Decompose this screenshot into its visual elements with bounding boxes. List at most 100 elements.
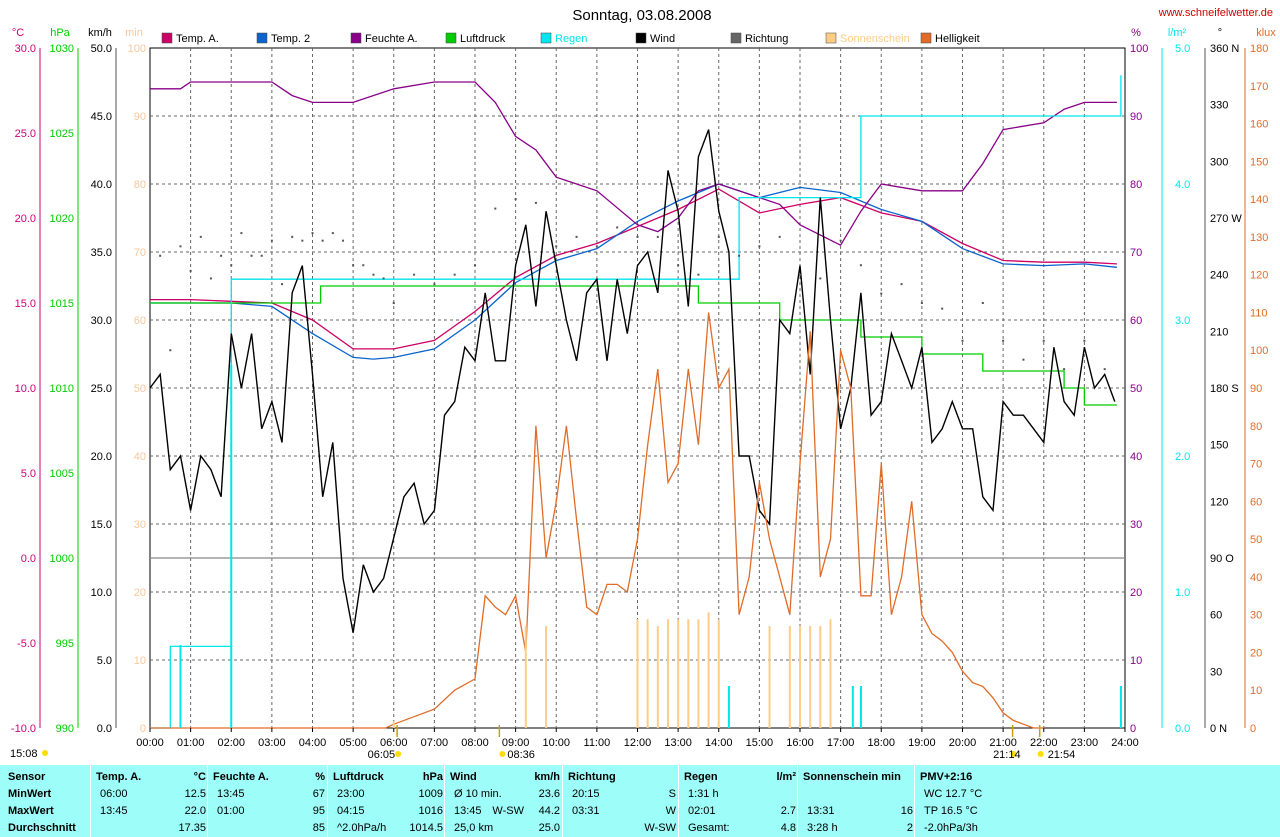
- stats-time: Gesamt:: [688, 822, 730, 834]
- column-separator: [562, 765, 563, 837]
- direction-point: [321, 239, 324, 242]
- stats-unit: °C: [193, 771, 206, 783]
- tick-label-lux: 50: [1250, 534, 1262, 546]
- tick-label-sun: 30: [134, 519, 146, 531]
- axis-unit-hum: %: [1131, 27, 1141, 39]
- x-tick-label: 06:00: [380, 737, 408, 749]
- tick-label-temp: -10.0: [11, 723, 36, 735]
- x-tick-label: 23:00: [1071, 737, 1099, 749]
- stats-time: 03:31: [572, 805, 600, 817]
- x-tick-label: 01:00: [177, 737, 205, 749]
- stats-value: 12.5: [184, 788, 206, 800]
- tick-label-dir: 120: [1210, 496, 1228, 508]
- stats-time: 25,0 km: [454, 822, 494, 834]
- tick-label-dir: 240: [1210, 270, 1228, 282]
- direction-point: [1042, 339, 1045, 342]
- stats-time: TP 16.5 °C: [924, 805, 978, 817]
- tick-label-temp: -5.0: [17, 638, 36, 650]
- legend-swatch: [635, 32, 647, 44]
- stats-row: Durchschnitt: [8, 820, 88, 837]
- stats-row: WC 12.7 °C: [920, 786, 1030, 803]
- x-tick-label: 13:00: [664, 737, 692, 749]
- direction-point: [189, 269, 192, 272]
- stats-header: Sonnenschein min: [803, 771, 901, 783]
- x-tick-label: 05:00: [339, 737, 367, 749]
- stats-unit: %: [315, 771, 325, 783]
- stats-time: 04:15: [337, 805, 365, 817]
- column-separator: [207, 765, 208, 837]
- stats-row: 06:00 12.5: [96, 786, 206, 803]
- stats-time: 1:31 h: [688, 788, 719, 800]
- tick-label-wind: 15.0: [91, 519, 112, 531]
- stats-row: 13:45 67: [213, 786, 325, 803]
- tick-label-wind: 5.0: [97, 655, 112, 667]
- tick-label-temp: 10.0: [15, 383, 36, 395]
- x-tick-label: 24:00: [1111, 737, 1139, 749]
- tick-label-lux: 170: [1250, 81, 1268, 93]
- chart-legend: Temp. A. Temp. 2 Feuchte A. Luftdruck Regen W…: [161, 32, 980, 45]
- tick-label-temp: 5.0: [21, 468, 36, 480]
- legend-label: Feuchte A.: [365, 33, 418, 45]
- stats-time: ^2.0hPa/h: [337, 822, 387, 834]
- tick-label-lux: 130: [1250, 232, 1268, 244]
- direction-point: [433, 283, 436, 286]
- tick-label-temp: 30.0: [15, 43, 36, 55]
- stats-time: 13:31: [807, 805, 835, 817]
- direction-point: [555, 245, 558, 248]
- series-line-regen: [150, 75, 1122, 729]
- tick-label-lux: 100: [1250, 345, 1268, 357]
- x-tick-label: 19:00: [908, 737, 936, 749]
- stats-row: 04:15 1016: [333, 803, 443, 820]
- axis-unit-temp: °C: [12, 27, 24, 39]
- stats-header-row: Richtung: [568, 769, 676, 786]
- stats-value: 1016: [418, 805, 443, 817]
- stats-header-row: Luftdruck hPa: [333, 769, 443, 786]
- tick-label-rain: 5.0: [1175, 43, 1190, 55]
- stats-time: Ø 10 min.: [454, 788, 502, 800]
- direction-point: [920, 302, 923, 304]
- legend-swatch: [825, 32, 837, 44]
- legend-swatch: [730, 32, 742, 44]
- legend-label: Sonnenschein: [840, 33, 910, 45]
- tick-label-rain: 0.0: [1175, 723, 1190, 735]
- direction-point: [859, 264, 862, 267]
- tick-label-dir: 270 W: [1210, 213, 1242, 225]
- tick-label-lux: 80: [1250, 421, 1262, 433]
- x-tick-label: 20:00: [949, 737, 977, 749]
- stats-row: 03:31 W: [568, 803, 676, 820]
- stats-time: 13:45: [217, 788, 245, 800]
- stats-value: 23.6: [538, 788, 560, 800]
- weather-chart: Sonntag, 03.08.2008 www.schneifelwetter.…: [10, 7, 1276, 761]
- direction-point: [1083, 339, 1086, 342]
- direction-point: [981, 302, 984, 304]
- stats-row-label: Durchschnitt: [8, 822, 76, 834]
- tick-label-press: 990: [56, 723, 74, 735]
- tick-label-hum: 70: [1130, 247, 1142, 259]
- stats-time: 13:45: [100, 805, 128, 817]
- legend-swatch: [540, 32, 552, 44]
- tick-label-dir: 0 N: [1210, 723, 1227, 735]
- direction-point: [636, 235, 639, 238]
- tick-label-sun: 50: [134, 383, 146, 395]
- tick-label-hum: 80: [1130, 179, 1142, 191]
- sun-icon: [1010, 751, 1017, 757]
- stats-time: 01:00: [217, 805, 245, 817]
- direction-point: [474, 264, 476, 267]
- direction-point: [341, 239, 344, 242]
- direction-point: [301, 239, 304, 242]
- direction-point: [758, 245, 761, 248]
- direction-point: [260, 254, 263, 257]
- direction-point: [159, 254, 162, 257]
- x-tick-label: 18:00: [867, 737, 895, 749]
- stats-value: 85: [312, 822, 325, 834]
- tick-label-hum: 90: [1130, 111, 1142, 123]
- tick-label-hum: 20: [1130, 587, 1142, 599]
- tick-label-sun: 90: [134, 111, 146, 123]
- stats-column-luftdruck: Luftdruck hPa 23:00 1009 04:15 1016 ^2.0hPa/h 1…: [333, 765, 443, 837]
- tick-label-lux: 120: [1250, 270, 1268, 282]
- tick-label-sun: 70: [134, 247, 146, 259]
- marker-label: 21:14: [993, 749, 1021, 761]
- sun-icon: [395, 751, 402, 757]
- website-link[interactable]: www.schneifelwetter.de: [1158, 7, 1273, 19]
- direction-point: [1103, 368, 1106, 371]
